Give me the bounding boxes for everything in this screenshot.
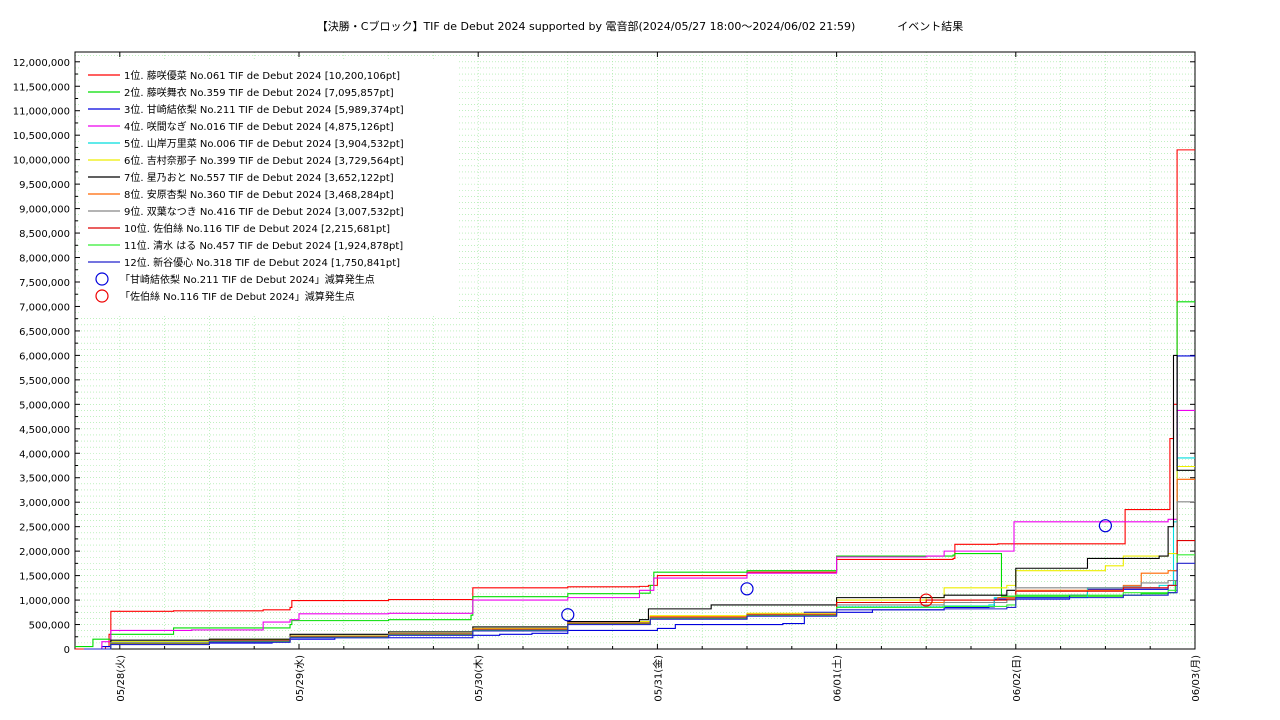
legend-label: 1位. 藤咲優菜 No.061 TIF de Debut 2024 [10,20…: [124, 69, 400, 82]
chart-title: 【決勝・Cブロック】TIF de Debut 2024 supported by…: [316, 20, 964, 33]
plot-frame: [74, 51, 1196, 650]
marker-point-1: [740, 582, 754, 596]
x-tick-label: 06/02(日): [1012, 655, 1023, 702]
y-tick-label: 8,000,000: [19, 254, 70, 265]
series-line-12: [83, 562, 1195, 650]
x-tick-label: 05/29(水): [294, 655, 306, 702]
y-tick-label: 0: [64, 645, 70, 656]
x-tick-label: 06/03(月): [1190, 655, 1202, 702]
y-tick-label: 12,000,000: [13, 58, 70, 69]
y-tick-label: 2,500,000: [19, 523, 70, 534]
legend-label: 9位. 双葉なつき No.416 TIF de Debut 2024 [3,00…: [124, 205, 404, 218]
legend-label: 12位. 新谷優心 No.318 TIF de Debut 2024 [1,75…: [124, 256, 400, 269]
series-line-4: [83, 409, 1195, 650]
y-tick-label: 4,000,000: [19, 449, 70, 460]
marker-point-2: [919, 593, 933, 607]
y-tick-label: 2,000,000: [19, 547, 70, 558]
y-tick-label: 9,000,000: [19, 205, 70, 216]
y-tick-label: 9,500,000: [19, 180, 70, 191]
x-tick-label: 06/01(土): [831, 655, 844, 702]
legend-label: 2位. 藤咲舞衣 No.359 TIF de Debut 2024 [7,095…: [124, 86, 394, 99]
legend-marker-label: 「佐伯絲 No.116 TIF de Debut 2024」減算発生点: [120, 290, 355, 303]
legend-marker-label: 「甘崎結依梨 No.211 TIF de Debut 2024」減算発生点: [120, 273, 375, 286]
y-tick-label: 8,500,000: [19, 229, 70, 240]
y-tick-label: 3,000,000: [19, 498, 70, 509]
y-tick-label: 11,500,000: [13, 82, 70, 93]
x-tick-label: 05/31(金): [651, 655, 664, 702]
y-tick-label: 6,000,000: [19, 351, 70, 362]
legend-label: 3位. 甘崎結依梨 No.211 TIF de Debut 2024 [5,98…: [124, 103, 404, 116]
marker-point-1: [561, 608, 575, 622]
legend-label: 7位. 星乃おと No.557 TIF de Debut 2024 [3,652…: [124, 171, 394, 184]
x-tick-label: 05/30(木): [473, 655, 485, 702]
y-tick-label: 6,500,000: [19, 327, 70, 338]
y-tick-label: 1,000,000: [19, 596, 70, 607]
legend-label: 5位. 山岸万里菜 No.006 TIF de Debut 2024 [3,90…: [124, 137, 404, 150]
legend-label: 6位. 吉村奈那子 No.399 TIF de Debut 2024 [3,72…: [124, 154, 404, 167]
legend-marker: [95, 272, 109, 286]
legend-label: 4位. 咲間なぎ No.016 TIF de Debut 2024 [4,875…: [124, 120, 394, 133]
series-line-7: [83, 354, 1195, 650]
y-tick-label: 5,000,000: [19, 400, 70, 411]
y-tick-label: 1,500,000: [19, 572, 70, 583]
legend-marker: [95, 289, 109, 303]
legend-label: 10位. 佐伯絲 No.116 TIF de Debut 2024 [2,215…: [124, 222, 390, 235]
y-tick-label: 7,500,000: [19, 278, 70, 289]
y-tick-label: 10,500,000: [13, 131, 70, 142]
y-tick-label: 3,500,000: [19, 474, 70, 485]
legend-label: 8位. 安原杏梨 No.360 TIF de Debut 2024 [3,468…: [124, 188, 394, 201]
y-tick-label: 500,000: [29, 621, 70, 632]
y-tick-label: 7,000,000: [19, 302, 70, 313]
y-tick-label: 4,500,000: [19, 425, 70, 436]
y-tick-label: 5,500,000: [19, 376, 70, 387]
y-tick-label: 10,000,000: [13, 156, 70, 167]
legend-box: [80, 60, 458, 315]
legend-label: 11位. 清水 はる No.457 TIF de Debut 2024 [1,9…: [124, 239, 403, 252]
x-tick-label: 05/28(火): [115, 655, 127, 702]
series-line-1: [75, 149, 1195, 650]
marker-point-1: [1098, 519, 1113, 533]
y-tick-label: 11,000,000: [13, 107, 70, 118]
